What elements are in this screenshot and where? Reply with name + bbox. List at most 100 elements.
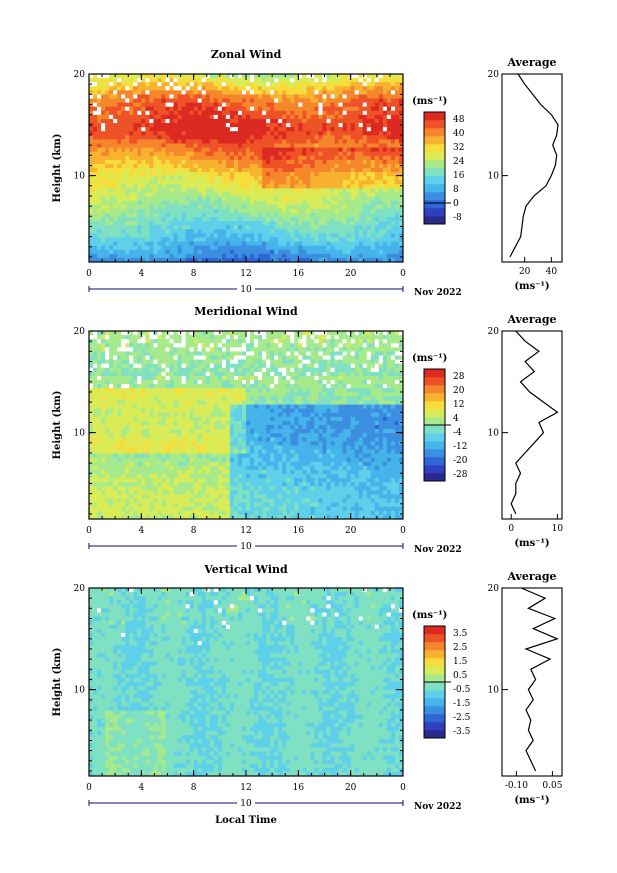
heatmap-cell: [322, 176, 328, 181]
heatmap-cell: [193, 94, 199, 100]
heatmap-cell: [350, 131, 356, 136]
heatmap-cell: [133, 245, 138, 251]
heatmap-cell: [233, 163, 239, 169]
heatmap-cell: [185, 359, 191, 365]
heatmap-cell: [97, 359, 102, 365]
heatmap-cell: [153, 371, 158, 377]
heatmap-cell: [89, 114, 94, 120]
heatmap-cell: [129, 123, 134, 128]
heatmap-cell: [89, 94, 94, 100]
heatmap-cell: [181, 180, 187, 185]
heatmap-cell: [205, 139, 211, 144]
heatmap-cell: [209, 221, 215, 226]
heatmap-cell: [362, 335, 368, 340]
heatmap-cell: [233, 139, 239, 144]
heatmap-cell: [382, 127, 388, 132]
heatmap-cell: [165, 114, 171, 120]
heatmap-cell: [237, 384, 243, 389]
heatmap-cell: [201, 229, 207, 234]
heatmap-cell: [93, 114, 98, 120]
heatmap-cell: [358, 172, 364, 177]
heatmap-cell: [378, 163, 384, 169]
heatmap-cell: [129, 347, 134, 352]
heatmap-cell: [121, 155, 126, 161]
heatmap-cell: [117, 371, 122, 377]
heatmap-cell: [378, 192, 384, 198]
heatmap-cell: [322, 159, 328, 165]
heatmap-cell: [229, 233, 235, 238]
heatmap-cell: [350, 180, 356, 185]
heatmap-cell: [298, 339, 303, 344]
heatmap-cell: [378, 249, 384, 255]
heatmap-cell: [294, 208, 299, 214]
heatmap-cell: [165, 188, 171, 194]
heatmap-cell: [117, 200, 122, 206]
heatmap-cell: [165, 102, 171, 108]
heatmap-cell: [169, 355, 175, 361]
heatmap-cell: [390, 139, 396, 144]
heatmap-cell: [237, 257, 243, 263]
heatmap-cell: [390, 94, 396, 100]
heatmap-cell: [246, 392, 251, 397]
heatmap-cell: [109, 204, 114, 210]
heatmap-cell: [141, 359, 146, 365]
heatmap-cell: [282, 221, 287, 226]
heatmap-cell: [157, 343, 162, 348]
heatmap-cell: [153, 147, 158, 153]
heatmap-cell: [370, 98, 376, 104]
heatmap-cell: [193, 204, 199, 210]
heatmap-cell: [229, 375, 235, 381]
heatmap-cell: [390, 114, 396, 120]
heatmap-cell: [318, 110, 323, 116]
heatmap-cell: [193, 147, 199, 153]
heatmap-cell: [302, 90, 307, 95]
heatmap-cell: [262, 380, 267, 385]
heatmap-cell: [165, 196, 171, 202]
heatmap-cell: [129, 237, 134, 243]
heatmap-cell: [189, 139, 195, 144]
heatmap-cell: [201, 245, 207, 251]
heatmap-cell: [386, 355, 392, 361]
heatmap-cell: [189, 131, 195, 136]
heatmap-cell: [133, 200, 138, 206]
heatmap-cell: [294, 384, 299, 389]
heatmap-cell: [193, 131, 199, 136]
heatmap-cell: [101, 237, 106, 243]
heatmap-cell: [366, 168, 372, 173]
heatmap-cell: [157, 110, 162, 116]
heatmap-cell: [266, 151, 271, 157]
heatmap-cell: [354, 208, 360, 214]
heatmap-cell: [302, 217, 307, 222]
heatmap-cell: [274, 78, 279, 83]
heatmap-cell: [145, 335, 150, 340]
heatmap-cell: [370, 241, 376, 247]
heatmap-cell: [294, 98, 299, 104]
heatmap-cell: [334, 217, 340, 222]
heatmap-cell: [374, 339, 380, 344]
heatmap-cell: [250, 225, 255, 230]
heatmap-cell: [197, 241, 203, 247]
heatmap-cell: [374, 367, 380, 373]
heatmap-cell: [117, 106, 122, 112]
heatmap-cell: [262, 384, 267, 389]
heatmap-cell: [346, 384, 352, 389]
heatmap-cell: [241, 339, 247, 344]
heatmap-cell: [334, 139, 340, 144]
heatmap-cell: [278, 363, 283, 369]
heatmap-cell: [278, 367, 283, 373]
heatmap-cell: [89, 135, 94, 140]
heatmap-cell: [282, 143, 287, 149]
heatmap-cell: [322, 102, 328, 108]
heatmap-cell: [241, 86, 247, 91]
heatmap-cell: [185, 208, 191, 214]
heatmap-cell: [258, 225, 263, 230]
heatmap-cell: [145, 229, 150, 234]
heatmap-cell: [149, 159, 154, 165]
heatmap-cell: [294, 163, 299, 169]
heatmap-cell: [246, 94, 251, 100]
heatmap-cell: [306, 388, 311, 393]
heatmap-cell: [145, 147, 150, 153]
heatmap-cell: [294, 151, 299, 157]
heatmap-cell: [153, 131, 158, 136]
heatmap-cell: [193, 159, 199, 165]
